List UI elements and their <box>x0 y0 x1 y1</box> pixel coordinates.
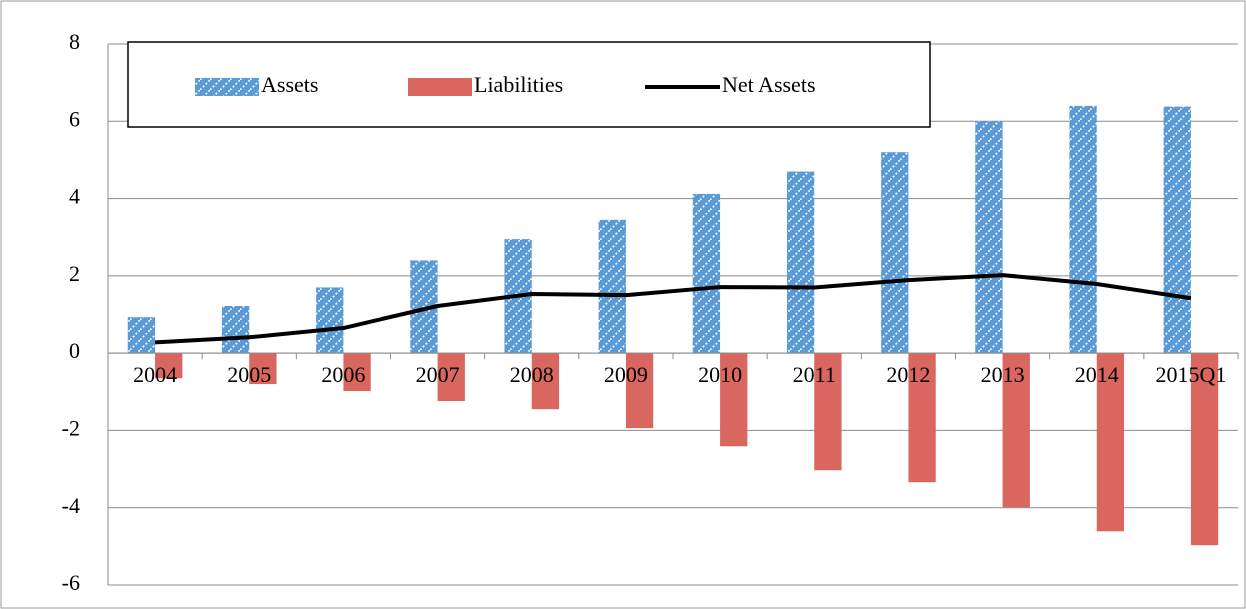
bar <box>127 317 156 354</box>
y-tick-label: 2 <box>69 261 80 286</box>
bar <box>786 171 815 354</box>
bar <box>437 353 465 402</box>
bar <box>881 152 909 354</box>
bar <box>908 353 936 483</box>
x-tick-label: 2013 <box>981 362 1025 387</box>
bar <box>598 219 626 354</box>
bar <box>1163 106 1191 354</box>
bar <box>720 353 748 447</box>
legend-label: Liabilities <box>474 72 563 97</box>
x-tick-label: 2014 <box>1075 362 1119 387</box>
y-tick-label: 6 <box>69 106 80 131</box>
legend-box <box>127 41 931 128</box>
y-tick-label: -4 <box>62 493 80 518</box>
legend-swatch <box>195 78 259 96</box>
legend-label: Net Assets <box>722 72 816 97</box>
x-tick-label: 2008 <box>510 362 554 387</box>
bar <box>249 353 277 385</box>
bar <box>155 353 183 379</box>
x-tick-label: 2011 <box>793 362 836 387</box>
y-tick-label: -6 <box>62 570 80 595</box>
legend-swatch <box>408 78 472 96</box>
bar <box>343 353 371 392</box>
x-tick-label: 2007 <box>416 362 460 387</box>
bar <box>1096 353 1125 532</box>
x-tick-label: 2005 <box>227 362 271 387</box>
x-tick-label: 2006 <box>321 362 365 387</box>
y-tick-label: -2 <box>62 415 80 440</box>
y-tick-label: 8 <box>69 29 80 54</box>
y-tick-label: 4 <box>69 184 80 209</box>
bar <box>692 193 721 354</box>
bar <box>316 287 344 354</box>
x-tick-label: 2004 <box>133 362 177 387</box>
legend-label: Assets <box>261 72 318 97</box>
x-tick-label: 2012 <box>886 362 930 387</box>
x-tick-label: 2009 <box>604 362 648 387</box>
bar <box>1002 353 1030 508</box>
line <box>154 273 1192 345</box>
bar <box>625 353 654 429</box>
y-tick-label: 0 <box>69 338 80 363</box>
bar <box>814 353 842 471</box>
x-tick-label: 2010 <box>698 362 742 387</box>
bar <box>1069 105 1097 354</box>
bar <box>975 121 1003 354</box>
bar <box>1190 353 1219 546</box>
bar <box>531 353 560 410</box>
x-tick-label: 2015Q1 <box>1155 362 1226 387</box>
bar <box>221 305 250 354</box>
